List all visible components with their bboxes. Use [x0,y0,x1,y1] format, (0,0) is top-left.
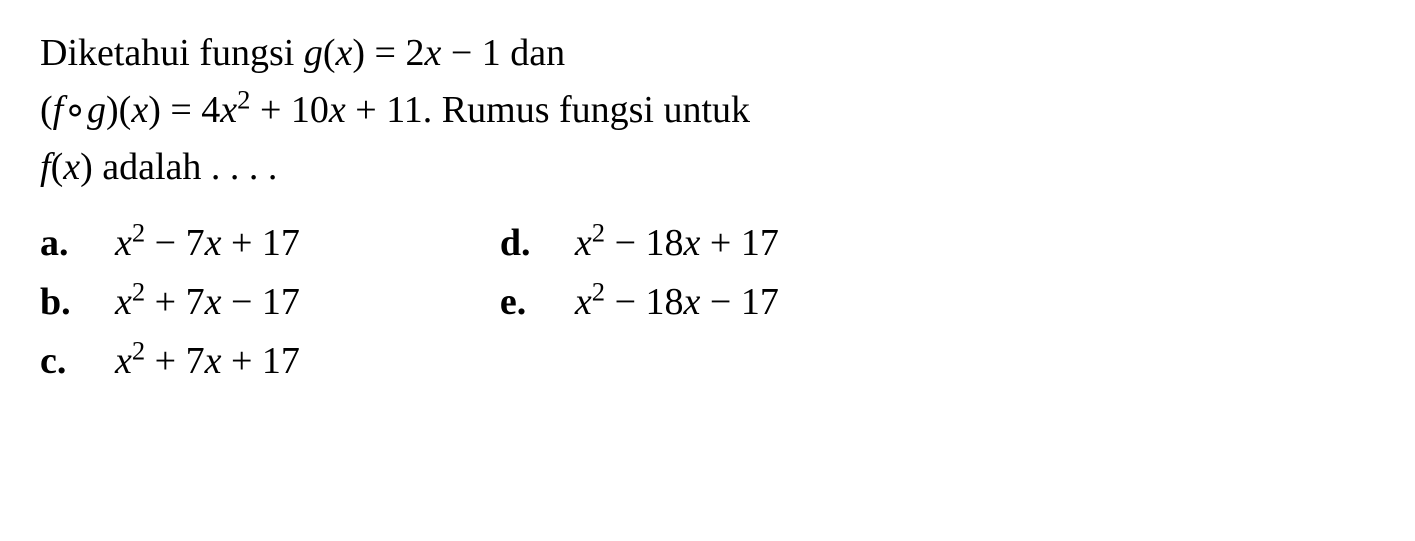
opt-b-end: − 17 [221,281,299,323]
paren-close: ) [352,32,365,74]
opt-b-x: x [115,281,132,323]
problem-line-2: (f∘g)(x) = 4x2 + 10x + 11. Rumus fungsi … [40,82,1375,139]
opt-b-x2: x [205,281,222,323]
close-adalah: ) adalah . . . . [80,146,277,188]
plus-10: + 10 [250,89,328,131]
opt-c-x2: x [205,340,222,382]
opt-c-exp: 2 [132,335,145,365]
text-diketahui: Diketahui fungsi [40,32,304,74]
eq-2: = 2 [365,32,424,74]
var-g2: g [87,89,106,131]
opt-e-x2: x [684,281,701,323]
option-c-value: x2 + 7x + 17 [115,339,300,383]
option-e-value: x2 − 18x − 17 [575,280,779,324]
opt-a-x: x [115,222,132,264]
option-c: c. x2 + 7x + 17 [40,339,300,383]
var-x6: x [63,146,80,188]
option-d-label: d. [500,221,575,265]
opt-e-rest: − 18 [605,281,683,323]
var-x2: x [424,32,441,74]
var-x: x [336,32,353,74]
option-b: b. x2 + 7x − 17 [40,280,300,324]
option-e-label: e. [500,280,575,324]
option-b-value: x2 + 7x − 17 [115,280,300,324]
plus-11-rumus: + 11. Rumus fungsi untuk [346,89,750,131]
opt-d-exp: 2 [592,217,605,247]
var-x4: x [220,89,237,131]
paren-open: ( [323,32,336,74]
opt-b-exp: 2 [132,276,145,306]
opt-a-exp: 2 [132,217,145,247]
opt-e-end: − 17 [700,281,778,323]
option-a: a. x2 − 7x + 17 [40,221,300,265]
opt-c-x: x [115,340,132,382]
minus-1-dan: − 1 dan [441,32,565,74]
opt-b-rest: + 7 [145,281,204,323]
var-g: g [304,32,323,74]
option-d-value: x2 − 18x + 17 [575,221,779,265]
circ-symbol: ∘ [63,89,87,131]
option-a-value: x2 − 7x + 17 [115,221,300,265]
opt-d-end: + 17 [700,222,778,264]
options-column-right: d. x2 − 18x + 17 e. x2 − 18x − 17 [500,221,779,383]
paren-open-2: ( [40,89,53,131]
opt-a-end: + 17 [221,222,299,264]
opt-c-rest: + 7 [145,340,204,382]
opt-d-x: x [575,222,592,264]
options-container: a. x2 − 7x + 17 b. x2 + 7x − 17 c. x2 + … [40,221,1375,383]
options-column-left: a. x2 − 7x + 17 b. x2 + 7x − 17 c. x2 + … [40,221,300,383]
var-x3: x [131,89,148,131]
opt-d-rest: − 18 [605,222,683,264]
close-open: )( [106,89,131,131]
var-f2: f [40,146,51,188]
option-b-label: b. [40,280,115,324]
option-e: e. x2 − 18x − 17 [500,280,779,324]
opt-d-x2: x [684,222,701,264]
opt-c-end: + 17 [221,340,299,382]
opt-a-x2: x [205,222,222,264]
problem-statement: Diketahui fungsi g(x) = 2x − 1 dan (f∘g)… [40,25,1375,196]
opt-e-x: x [575,281,592,323]
option-c-label: c. [40,339,115,383]
option-a-label: a. [40,221,115,265]
problem-line-3: f(x) adalah . . . . [40,139,1375,196]
problem-line-1: Diketahui fungsi g(x) = 2x − 1 dan [40,25,1375,82]
close-eq-4: ) = 4 [148,89,220,131]
opt-a-rest: − 7 [145,222,204,264]
option-d: d. x2 − 18x + 17 [500,221,779,265]
paren-open-3: ( [51,146,64,188]
var-x5: x [329,89,346,131]
exp-2: 2 [237,84,250,114]
var-f: f [53,89,64,131]
opt-e-exp: 2 [592,276,605,306]
